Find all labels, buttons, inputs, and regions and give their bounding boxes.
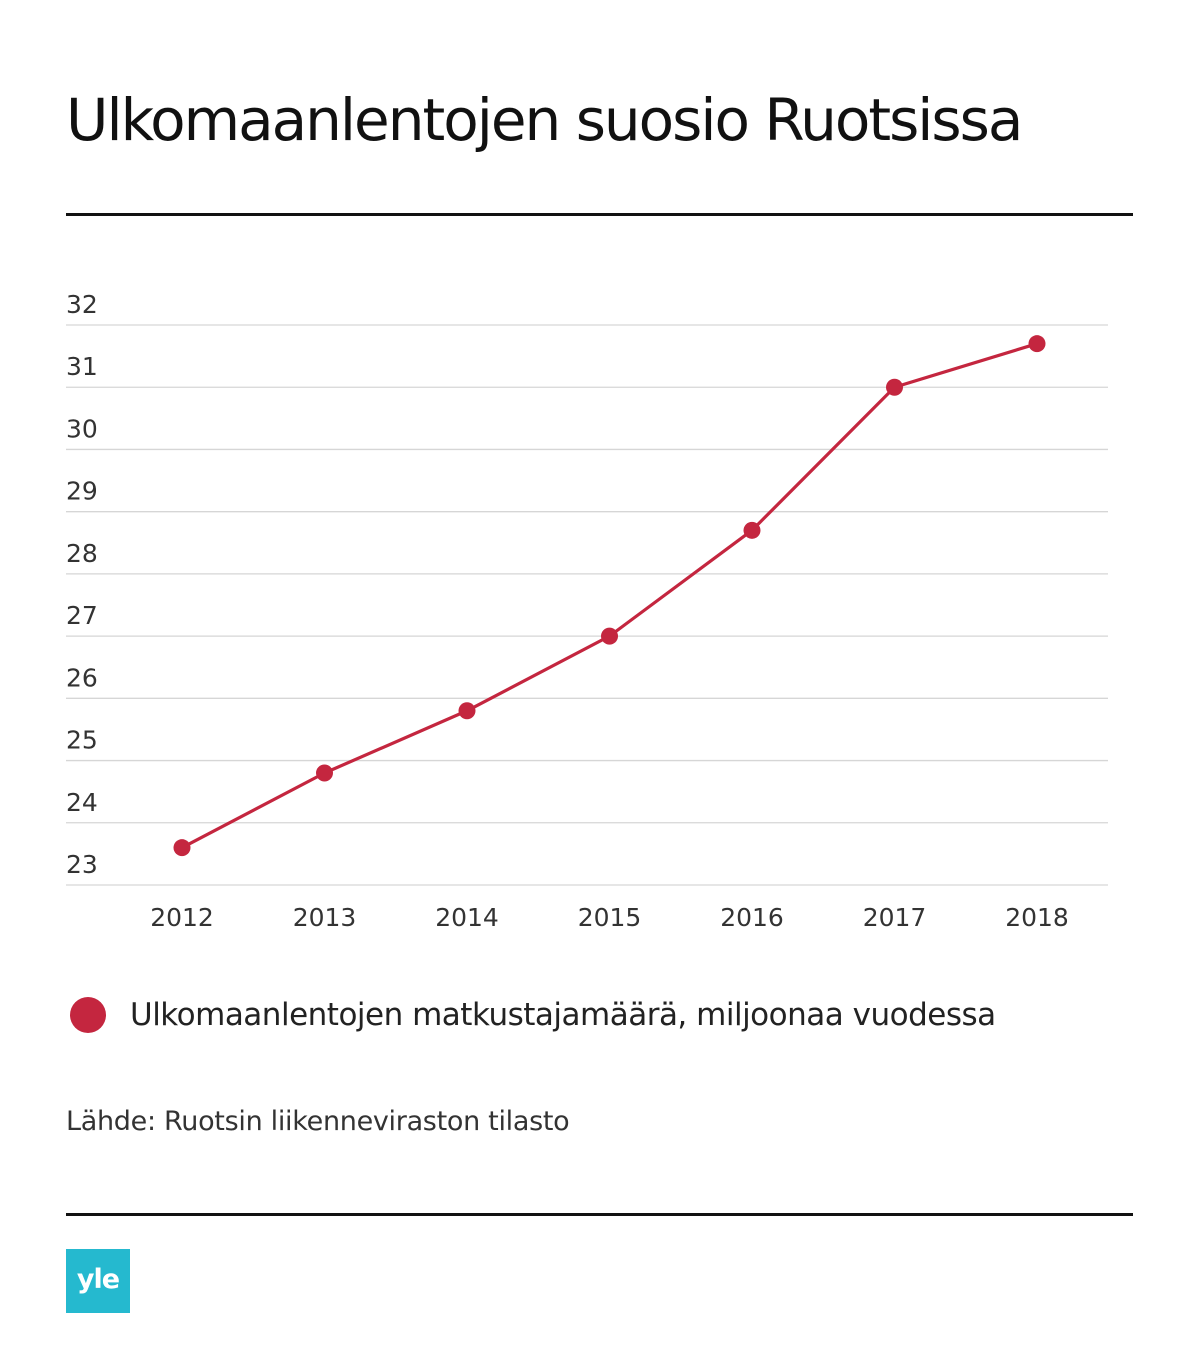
legend-label: Ulkomaanlentojen matkustajamäärä, miljoo…	[130, 997, 996, 1033]
x-axis-ticks: 2012 2013 2014 2015 2016 2017 2018	[150, 903, 1069, 932]
y-axis-ticks: 23 24 25 26 27 28 29 30 31 32	[66, 290, 98, 879]
top-divider	[66, 213, 1133, 216]
source-note: Lähde: Ruotsin liikenneviraston tilasto	[66, 1106, 570, 1137]
x-tick-label: 2018	[1005, 903, 1069, 932]
x-tick-label: 2016	[720, 903, 784, 932]
y-tick-label: 29	[66, 477, 98, 506]
legend-marker	[70, 997, 106, 1033]
yle-logo: yle	[66, 1249, 130, 1313]
x-tick-label: 2015	[578, 903, 642, 932]
chart-title: Ulkomaanlentojen suosio Ruotsissa	[66, 86, 1023, 154]
x-tick-label: 2014	[435, 903, 499, 932]
x-tick-label: 2012	[150, 903, 214, 932]
y-tick-label: 23	[66, 850, 98, 879]
data-point	[458, 702, 476, 720]
gridlines	[66, 324, 1108, 886]
y-tick-label: 26	[66, 663, 98, 692]
y-tick-label: 28	[66, 539, 98, 568]
series	[173, 335, 1046, 857]
legend: Ulkomaanlentojen matkustajamäärä, miljoo…	[70, 990, 996, 1040]
y-tick-label: 25	[66, 726, 98, 755]
data-point	[1028, 335, 1046, 353]
x-tick-label: 2017	[863, 903, 927, 932]
y-tick-label: 27	[66, 601, 98, 630]
data-point	[173, 839, 191, 857]
series-line	[180, 342, 1039, 850]
y-tick-label: 24	[66, 788, 98, 817]
yle-logo-text: yle	[76, 1263, 120, 1295]
data-point	[886, 378, 903, 396]
data-point	[601, 627, 618, 645]
y-tick-label: 30	[66, 414, 98, 443]
data-point	[743, 521, 761, 539]
y-tick-label: 31	[66, 352, 98, 381]
bottom-divider	[66, 1213, 1133, 1216]
y-tick-label: 32	[66, 290, 98, 319]
data-point	[316, 764, 333, 782]
x-tick-label: 2013	[293, 903, 357, 932]
